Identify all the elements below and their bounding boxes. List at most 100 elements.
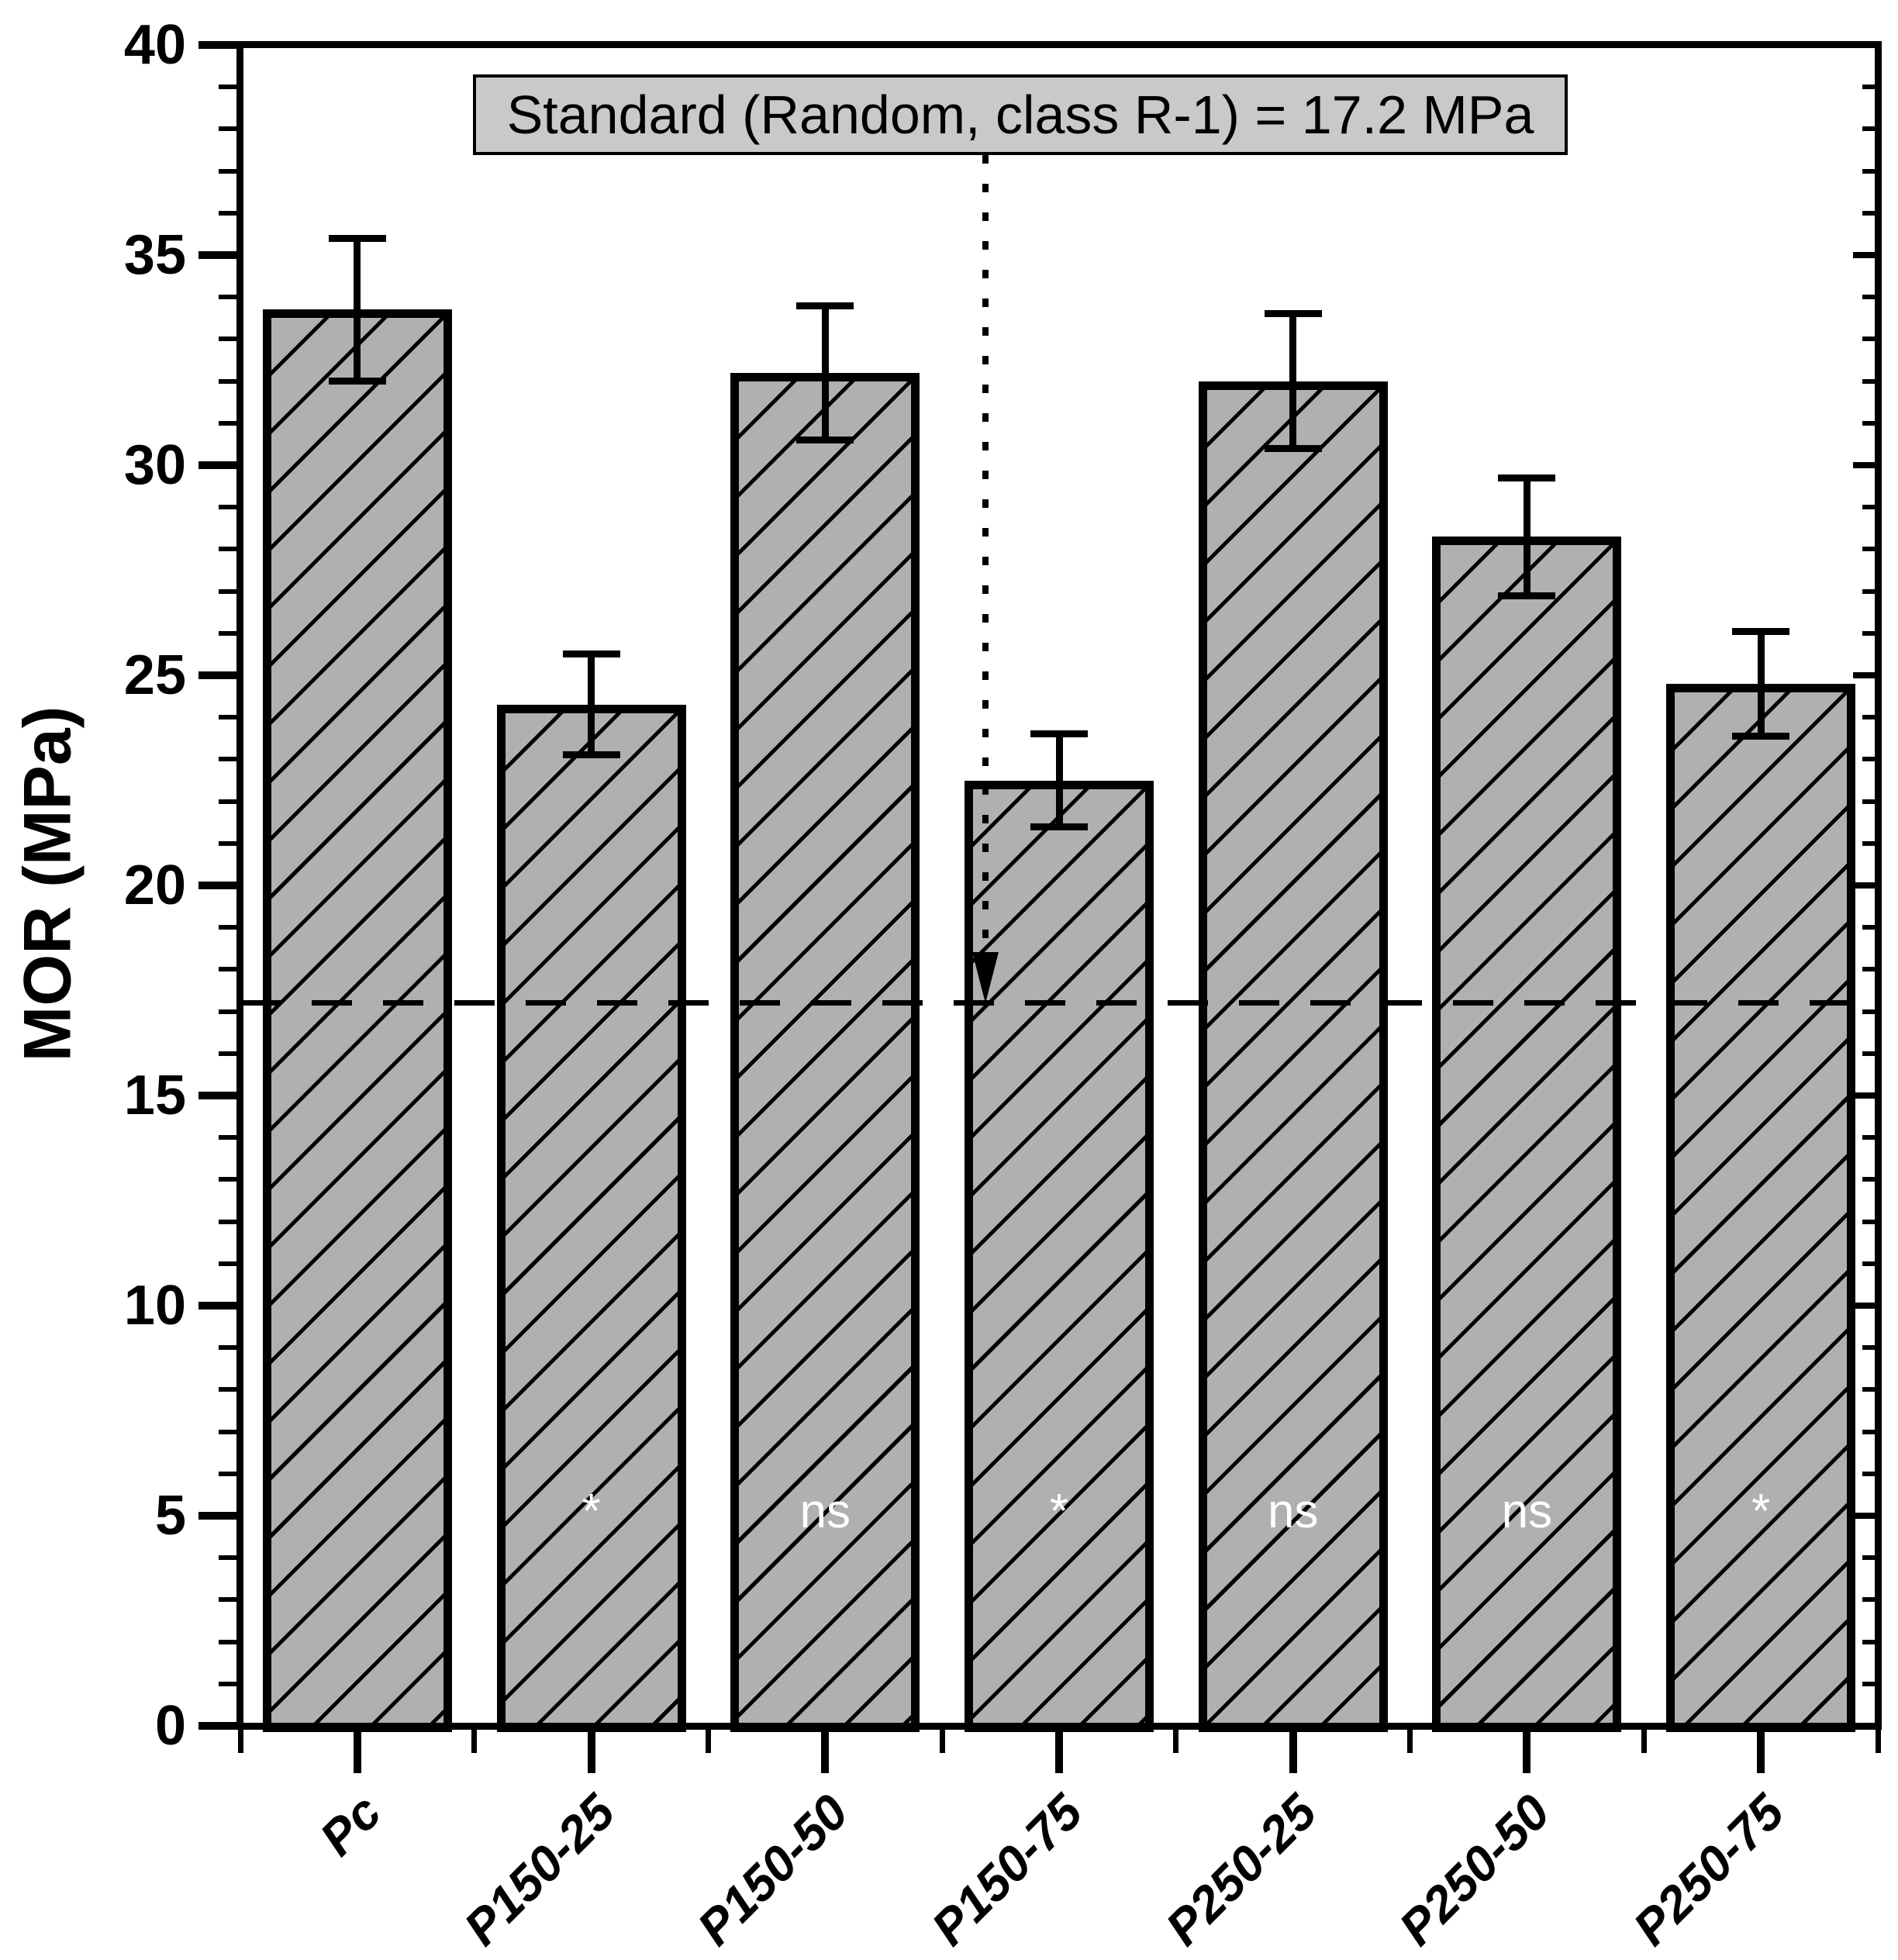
y-tick-right-minor [1862,547,1878,552]
y-tick-right-minor [1862,1639,1878,1644]
y-tick-label: 0 [154,1695,186,1757]
bar [262,309,452,1732]
error-bar [1055,733,1063,827]
bar [1198,381,1388,1732]
significance-label: ns [1501,1484,1553,1538]
standard-annotation-text: Standard (Random, class R-1) = 17.2 MPa [506,85,1534,145]
y-tick-right-major [1853,462,1878,468]
y-tick-right-minor [1862,295,1878,300]
bar [496,704,686,1732]
y-tick-major [198,1512,242,1520]
error-bar-cap-bottom [562,751,620,759]
x-tick-label: P250-75 [1622,1783,1795,1956]
error-bar [821,305,829,440]
x-tick-minor [705,1730,711,1753]
arrow-down-icon [972,951,999,1003]
y-tick-minor [219,126,242,132]
x-tick-major [821,1730,830,1773]
y-tick-right-minor [1862,588,1878,594]
y-tick-minor [219,757,242,762]
y-tick-major [198,461,242,469]
y-tick-right-major [1853,1092,1878,1099]
x-tick-minor [1641,1730,1647,1753]
y-tick-right-minor [1862,840,1878,846]
y-tick-major [198,1722,242,1730]
bar [1432,537,1622,1732]
y-tick-right-minor [1862,799,1878,804]
y-tick-minor [219,547,242,552]
significance-label: * [581,1484,601,1538]
y-tick-major [198,1302,242,1310]
y-tick-minor [219,1429,242,1434]
y-tick-minor [219,85,242,90]
y-tick-right-minor [1862,630,1878,636]
x-tick-major [353,1730,361,1773]
y-tick-minor [219,505,242,510]
error-bar-cap-bottom [1498,592,1556,599]
y-tick-minor [219,1639,242,1644]
error-bar-cap-bottom [796,436,854,443]
y-tick-label: 5 [154,1485,186,1547]
y-tick-minor [219,1471,242,1476]
y-tick-right-major [1853,672,1878,678]
annotation-dotted-line [982,155,989,952]
y-tick-minor [219,336,242,342]
error-bar [588,654,595,755]
y-tick-minor [219,840,242,846]
y-tick-right-minor [1862,336,1878,342]
x-tick-major [1523,1730,1531,1773]
y-tick-minor [219,1135,242,1140]
y-tick-right-minor [1862,925,1878,930]
y-tick-label: 35 [123,224,186,286]
y-tick-right-minor [1862,967,1878,972]
x-tick-minor [237,1730,243,1753]
y-tick-right-minor [1862,715,1878,720]
y-tick-label: 15 [123,1065,186,1127]
x-tick-minor [1407,1730,1413,1753]
x-tick-major [1757,1730,1765,1773]
x-tick-label: Pc [309,1783,392,1866]
y-tick-major [198,1092,242,1099]
y-tick-label: 30 [123,434,186,496]
significance-label: * [1751,1484,1771,1538]
y-tick-right-major [1853,882,1878,889]
y-tick-right-minor [1862,420,1878,426]
y-tick-right-minor [1862,1681,1878,1686]
y-tick-minor [219,588,242,594]
y-tick-minor [219,168,242,174]
y-tick-right-major [1853,1513,1878,1519]
y-tick-right-minor [1862,757,1878,762]
y-tick-label: 25 [123,644,186,706]
x-tick-label: P150-75 [920,1783,1093,1956]
y-tick-right-minor [1862,1051,1878,1056]
y-tick-minor [219,1681,242,1686]
y-tick-minor [219,1009,242,1014]
error-bar-cap-bottom [1732,733,1790,740]
y-tick-label: 10 [123,1275,186,1337]
y-tick-right-minor [1862,85,1878,90]
y-tick-minor [219,925,242,930]
error-bar [1523,478,1530,595]
y-tick-right-minor [1862,1009,1878,1014]
y-tick-minor [219,967,242,972]
y-tick-right-minor [1862,1261,1878,1266]
y-tick-right-minor [1862,1471,1878,1476]
y-tick-right-major [1853,1303,1878,1309]
y-tick-minor [219,295,242,300]
significance-label: ns [1267,1484,1319,1538]
y-tick-right-minor [1862,126,1878,132]
error-bar-cap-top [1030,730,1088,738]
x-tick-minor [471,1730,478,1753]
error-bar-cap-bottom [1030,823,1088,830]
error-bar [1757,631,1765,737]
y-tick-label: 40 [123,14,186,76]
reference-dashed-line [240,1000,1878,1006]
y-tick-minor [219,420,242,426]
x-tick-minor [1173,1730,1179,1753]
y-tick-minor [219,378,242,384]
y-tick-right-minor [1862,1597,1878,1603]
x-tick-minor [939,1730,945,1753]
x-tick-major [1055,1730,1063,1773]
y-tick-right-minor [1862,1135,1878,1140]
